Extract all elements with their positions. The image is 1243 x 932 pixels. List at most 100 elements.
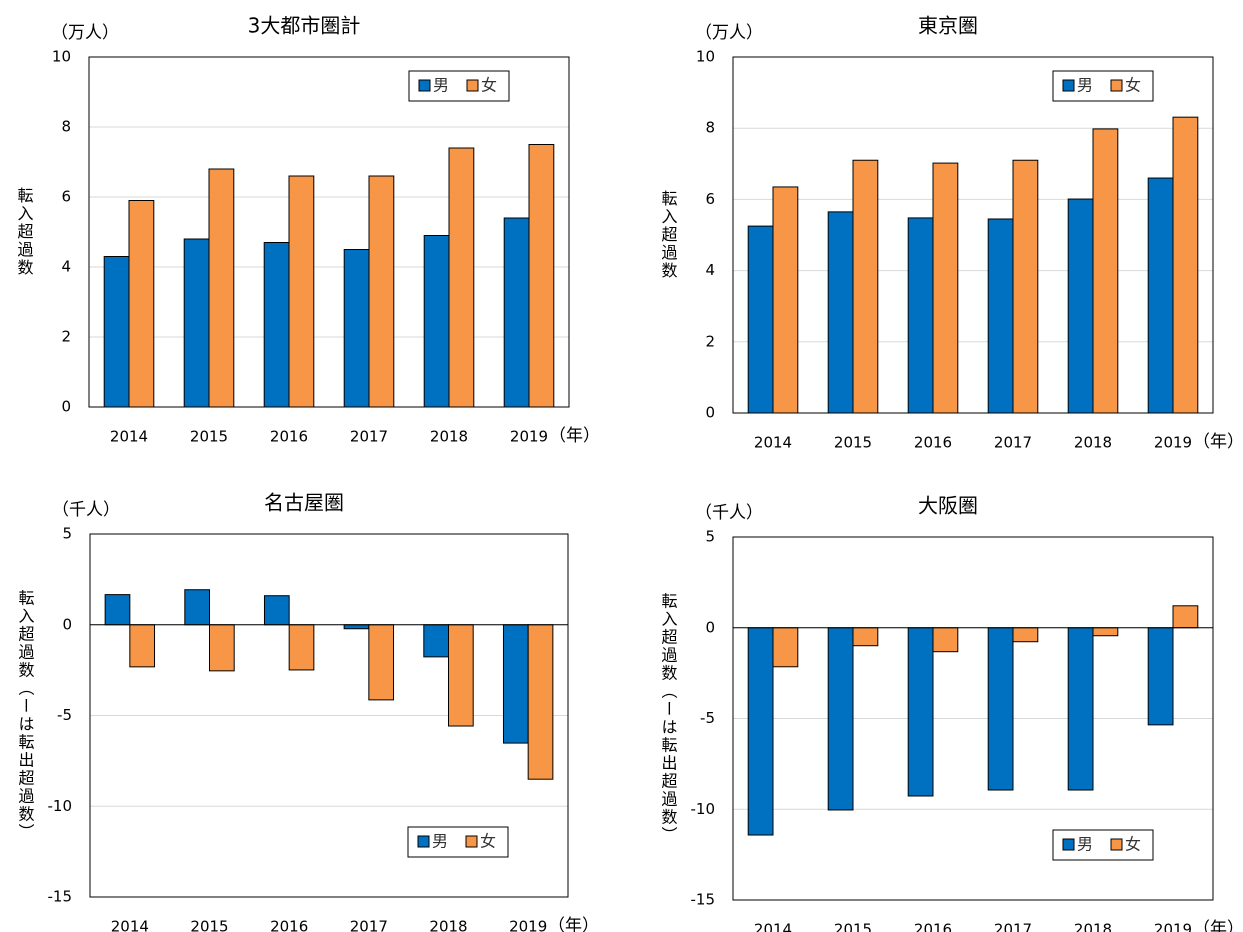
- bar: [827, 211, 854, 414]
- x-tick-label: 2017: [350, 428, 388, 446]
- bar: [987, 627, 1014, 791]
- bar: [1147, 177, 1174, 414]
- bar: [852, 627, 879, 647]
- legend-label: 女: [481, 76, 497, 95]
- bar: [184, 589, 210, 626]
- legend-swatch: [466, 79, 479, 92]
- bar: [932, 627, 959, 653]
- bar: [423, 624, 450, 658]
- x-unit: （年）: [548, 916, 599, 932]
- x-tick-label: 2019: [1154, 921, 1192, 932]
- x-tick-label: 2016: [270, 428, 308, 446]
- bar: [343, 249, 370, 408]
- bar: [423, 235, 450, 408]
- y-tick-label: -15: [48, 888, 73, 906]
- bar: [368, 175, 395, 408]
- bar: [129, 624, 156, 668]
- bar: [772, 186, 799, 414]
- plot-area: [89, 57, 569, 407]
- x-tick-label: 2017: [994, 434, 1032, 452]
- x-tick-label: 2014: [110, 428, 148, 446]
- y-tick-label: 6: [705, 190, 715, 208]
- legend-swatch: [465, 835, 478, 848]
- x-tick-label: 2018: [1074, 434, 1112, 452]
- bar: [104, 594, 131, 626]
- bar: [1067, 627, 1094, 791]
- bar: [503, 217, 530, 408]
- y-axis-label: 転入超過数（ーは転出超過数）: [16, 590, 35, 842]
- x-tick-label: 2016: [270, 918, 308, 932]
- bar: [747, 627, 774, 836]
- legend-box: [407, 826, 509, 858]
- bar: [263, 595, 290, 626]
- bar: [907, 217, 934, 414]
- legend-swatch: [417, 835, 430, 848]
- y-tick-label: 8: [705, 119, 715, 137]
- x-tick-label: 2015: [834, 921, 872, 932]
- y-tick-label: 10: [696, 48, 715, 66]
- x-tick-label: 2014: [111, 918, 149, 932]
- bar: [907, 627, 934, 797]
- bar: [288, 175, 315, 408]
- bar: [1092, 627, 1119, 637]
- legend-label: 女: [1125, 76, 1141, 95]
- x-unit: （年）: [549, 426, 600, 446]
- y-tick-label: 2: [705, 332, 715, 350]
- bar: [103, 256, 130, 408]
- bar: [1172, 116, 1199, 414]
- y-axis-label: 転入超過数（ーは転出超過数）: [659, 593, 678, 845]
- x-tick-label: 2018: [429, 918, 467, 932]
- chart-title: 3大都市圏計: [248, 14, 361, 38]
- x-tick-label: 2015: [190, 428, 228, 446]
- x-tick-label: 2017: [350, 918, 388, 932]
- bar: [1092, 128, 1119, 414]
- y-tick-label: 0: [61, 398, 71, 416]
- plot-border: [732, 536, 1214, 901]
- y-tick-label: 8: [61, 118, 71, 136]
- legend-box: [1052, 829, 1154, 861]
- legend-swatch: [1110, 79, 1123, 92]
- bar: [288, 624, 315, 671]
- legend-label: 男: [1077, 835, 1093, 854]
- y-tick-label: 10: [52, 48, 71, 66]
- bar: [368, 624, 395, 701]
- bar: [528, 144, 555, 408]
- legend-swatch: [1110, 838, 1123, 851]
- bar: [772, 627, 799, 668]
- bar: [1012, 627, 1039, 643]
- x-tick-label: 2018: [430, 428, 468, 446]
- unit-label: （万人）: [695, 23, 763, 43]
- bar: [527, 624, 554, 780]
- y-tick-label: 5: [705, 528, 715, 546]
- bar: [1012, 159, 1039, 414]
- unit-label: （千人）: [695, 503, 763, 523]
- legend-label: 男: [1077, 76, 1093, 95]
- x-tick-label: 2019: [509, 918, 547, 932]
- legend-swatch: [418, 79, 431, 92]
- y-tick-label: -5: [57, 706, 72, 724]
- y-tick-label: -15: [691, 891, 716, 909]
- plot-border: [89, 533, 569, 898]
- x-tick-label: 2014: [754, 434, 792, 452]
- bar: [987, 218, 1014, 414]
- legend-label: 男: [432, 832, 448, 851]
- bar: [502, 624, 529, 744]
- chart-title: 名古屋圏: [264, 491, 344, 515]
- bar: [932, 162, 959, 414]
- bar: [343, 624, 370, 630]
- bar: [1067, 198, 1094, 414]
- x-unit: （年）: [1193, 432, 1243, 452]
- plot-border: [732, 56, 1214, 414]
- y-tick-label: 6: [61, 188, 71, 206]
- y-tick-label: 2: [61, 328, 71, 346]
- legend-label: 女: [1125, 835, 1141, 854]
- bar: [827, 627, 854, 811]
- bar: [128, 200, 155, 408]
- bar: [183, 238, 210, 408]
- x-tick-label: 2019: [1154, 434, 1192, 452]
- bar: [208, 168, 235, 408]
- plot-area: [733, 57, 1213, 413]
- bar: [209, 624, 235, 672]
